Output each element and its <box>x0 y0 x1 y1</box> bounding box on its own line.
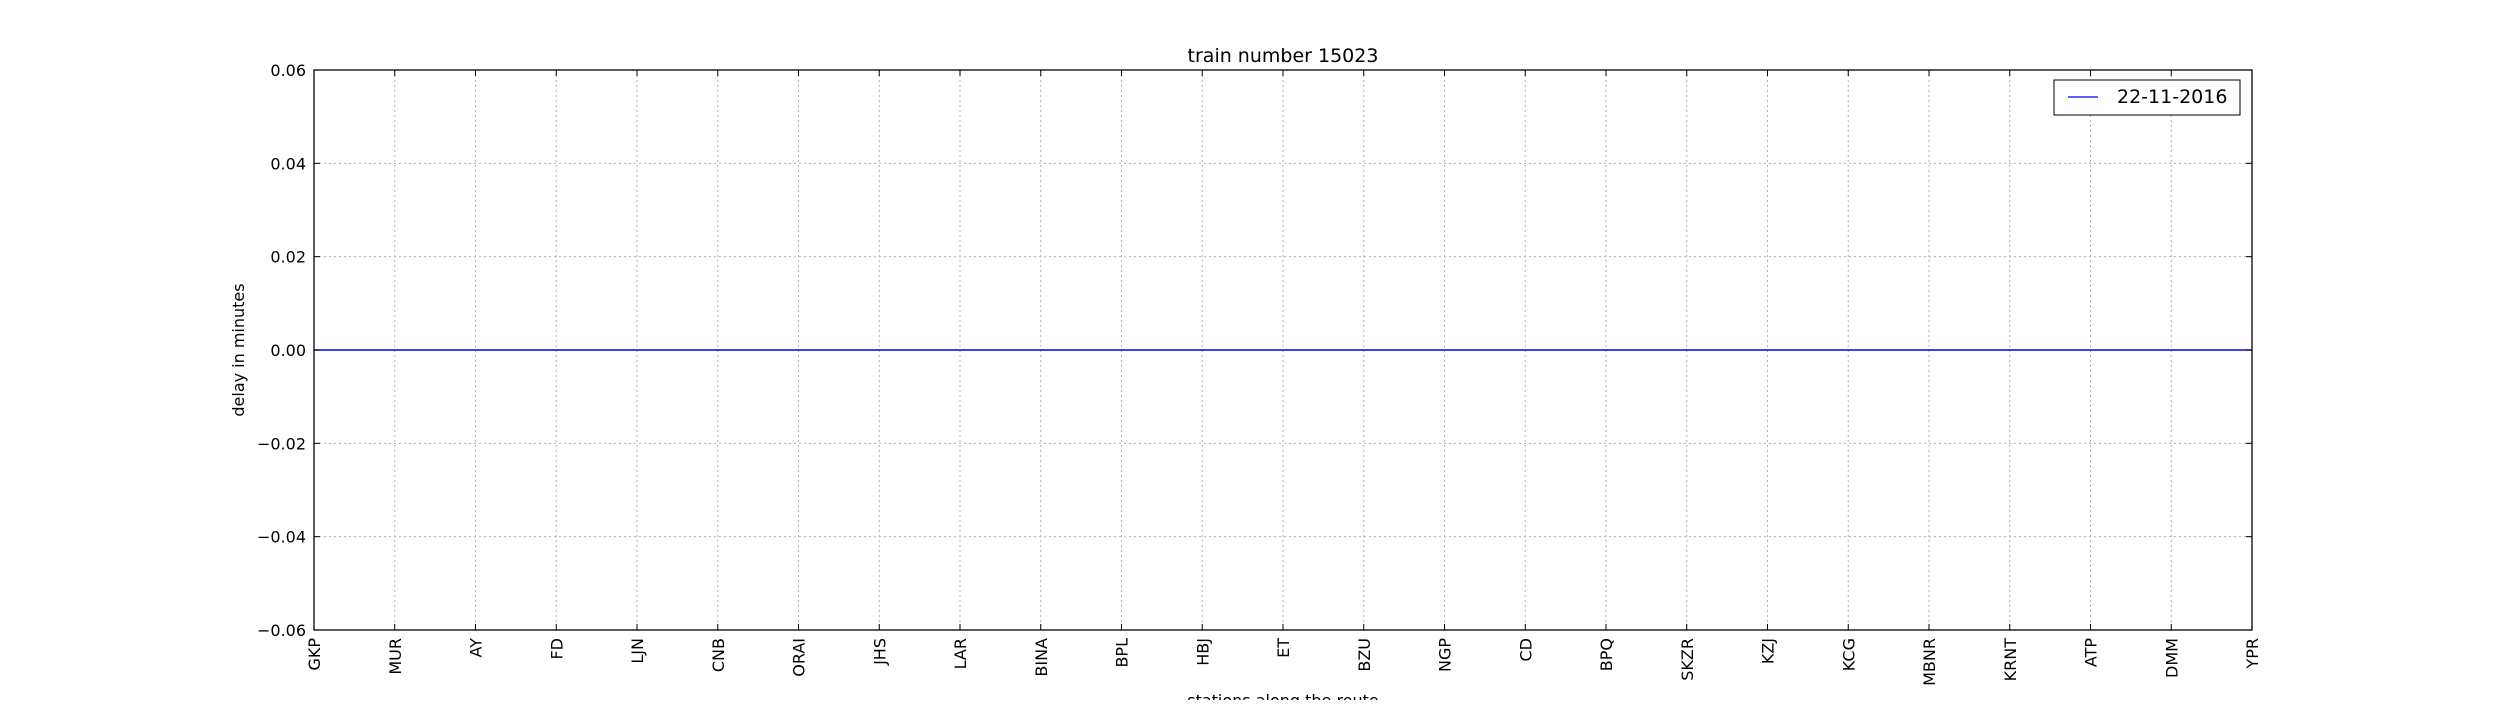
legend-label: 22-11-2016 <box>2117 86 2227 108</box>
x-tick-label: CNB <box>709 638 728 672</box>
x-tick-label: LAR <box>951 638 970 669</box>
x-tick-label: KCG <box>1839 638 1858 671</box>
x-tick-label: MBNR <box>1920 638 1939 686</box>
x-tick-label: YPR <box>2243 638 2262 670</box>
x-tick-label: BPQ <box>1597 638 1616 671</box>
x-axis-label: stations along the route <box>1187 691 1379 700</box>
x-tick-label: BZU <box>1355 638 1374 672</box>
y-tick-label: 0.06 <box>270 61 306 80</box>
x-tick-label: LJN <box>628 638 647 664</box>
y-tick-label: −0.04 <box>257 528 306 547</box>
x-tick-label: KRNT <box>2001 638 2020 682</box>
x-tick-label: ATP <box>2082 638 2101 667</box>
y-tick-label: 0.04 <box>270 154 306 173</box>
x-tick-label: JHS <box>870 638 889 666</box>
x-tick-label: NGP <box>1436 638 1455 672</box>
x-tick-label: KZJ <box>1759 638 1778 664</box>
x-tick-label: ET <box>1274 638 1293 658</box>
y-tick-label: −0.02 <box>257 434 306 453</box>
x-tick-label: SKZR <box>1678 638 1697 681</box>
x-tick-label: GKP <box>305 638 324 671</box>
x-tick-label: FD <box>547 638 566 660</box>
x-tick-label: DMM <box>2162 638 2181 678</box>
legend: 22-11-2016 <box>2053 79 2241 116</box>
y-tick-label: 0.02 <box>270 248 306 267</box>
chart-title: train number 15023 <box>1188 45 1379 67</box>
x-tick-label: CD <box>1516 638 1535 662</box>
x-tick-label: MUR <box>386 638 405 675</box>
x-tick-label: AY <box>467 638 486 658</box>
x-tick-label: HBJ <box>1193 638 1212 666</box>
x-tick-label: BPL <box>1113 638 1132 668</box>
x-tick-label: ORAI <box>790 638 809 677</box>
y-tick-label: 0.00 <box>270 341 306 360</box>
y-axis-label: delay in minutes <box>229 283 248 416</box>
y-tick-label: −0.06 <box>257 621 306 640</box>
x-tick-label: BINA <box>1032 638 1051 677</box>
